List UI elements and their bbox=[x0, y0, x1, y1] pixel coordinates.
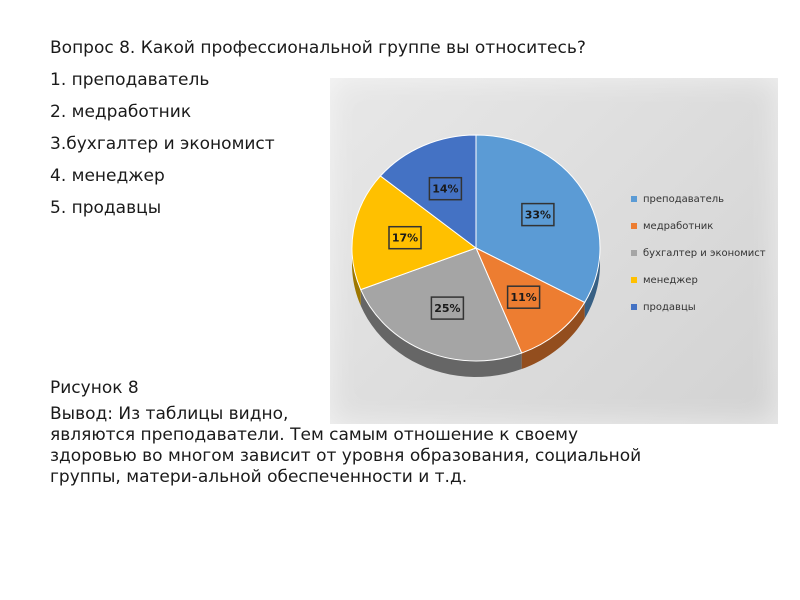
legend-label-3: менеджер bbox=[643, 275, 698, 286]
legend-swatch-2 bbox=[631, 250, 637, 256]
legend-swatch-0 bbox=[631, 196, 637, 202]
pie-label-2: 25% bbox=[434, 302, 460, 315]
pie-label-box-0 bbox=[521, 202, 555, 227]
option-5: 5. продавцы bbox=[50, 198, 162, 218]
pie-chart-svg: 33% 11% 25% 17% 14% преподаватель медработник б… bbox=[351, 134, 766, 377]
pie-slice-4 bbox=[379, 134, 477, 250]
legend-swatch-4 bbox=[631, 304, 637, 310]
legend-label-1: медработник bbox=[643, 221, 713, 232]
pie-side-walls bbox=[352, 248, 600, 377]
pie-label-box-3 bbox=[388, 225, 422, 250]
pie-chart: 33% 11% 25% 17% 14% преподаватель медработник б… bbox=[330, 78, 778, 424]
pie-label-3: 17% bbox=[392, 232, 418, 245]
pie-label-box-2 bbox=[430, 296, 465, 320]
figure-caption: Рисунок 8 bbox=[50, 378, 139, 398]
option-4: 4. менеджер bbox=[50, 166, 165, 186]
pie-side-0 bbox=[584, 248, 600, 319]
legend-swatch-1 bbox=[631, 223, 637, 229]
pie-label-0: 33% bbox=[525, 209, 551, 222]
option-3: 3.бухгалтер и экономист bbox=[50, 134, 275, 154]
option-1: 1. преподаватель bbox=[50, 70, 210, 90]
pie-label-4: 14% bbox=[432, 183, 458, 196]
pie-side-3 bbox=[352, 248, 361, 306]
pie-label-1: 11% bbox=[510, 291, 536, 304]
legend-label-0: преподаватель bbox=[643, 194, 724, 205]
pie-label-box-4 bbox=[428, 176, 463, 201]
pie-label-box-1 bbox=[506, 285, 541, 309]
conclusion-text: Вывод: Из таблицы видно, являются препод… bbox=[50, 404, 642, 487]
legend-label-2: бухгалтер и экономист bbox=[643, 248, 766, 259]
pie-side-1 bbox=[521, 302, 585, 370]
legend-label-4: продавцы bbox=[643, 302, 696, 313]
legend-swatch-3 bbox=[631, 277, 637, 283]
question-title: Вопрос 8. Какой профессиональной группе … bbox=[50, 38, 586, 58]
option-2: 2. медработник bbox=[50, 102, 192, 122]
pie-side-2 bbox=[360, 289, 522, 377]
